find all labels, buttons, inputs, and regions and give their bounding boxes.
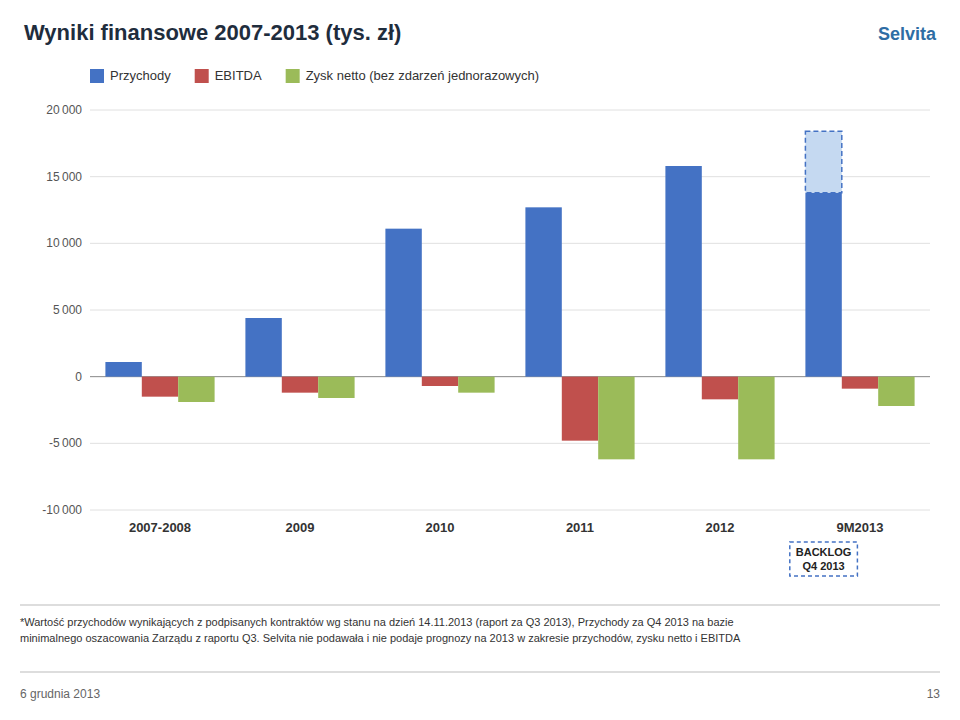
- zero-line: [90, 376, 930, 377]
- bar: [665, 166, 701, 377]
- separator: [20, 605, 940, 606]
- bar: [422, 377, 458, 386]
- separator: [20, 672, 940, 673]
- backlog-bar: [805, 131, 841, 192]
- bars: [105, 131, 914, 459]
- footnote: minimalnego oszacowania Zarządu z raport…: [20, 632, 741, 644]
- bar: [702, 377, 738, 400]
- bar: [282, 377, 318, 393]
- x-tick-label: 2009: [286, 520, 315, 535]
- footer-right: 13: [927, 687, 941, 701]
- grid-line: [90, 510, 930, 511]
- backlog-box: [790, 542, 858, 576]
- bar: [598, 377, 634, 460]
- footer: *Wartość przychodów wynikających z podpi…: [20, 605, 940, 701]
- y-tick-label: 0: [75, 370, 82, 384]
- bar: [178, 377, 214, 402]
- bar: [842, 377, 878, 389]
- grid-line: [90, 243, 930, 244]
- backlog-text-line: BACKLOG: [796, 546, 852, 558]
- x-tick-label: 2007-2008: [129, 520, 191, 535]
- bar: [878, 377, 914, 406]
- bar: [245, 318, 281, 377]
- grid-line: [90, 176, 930, 177]
- bar: [142, 377, 178, 397]
- bar: [805, 193, 841, 377]
- y-tick-label: 10 000: [46, 236, 82, 250]
- legend-swatch: [286, 69, 300, 83]
- bar: [525, 207, 561, 376]
- bar: [458, 377, 494, 393]
- legend-label: EBITDA: [215, 68, 262, 83]
- grid-line: [90, 443, 930, 444]
- x-tick-label: 2011: [566, 520, 594, 535]
- chart: Wyniki finansowe 2007-2013 (tys. zł) Selv…: [0, 0, 960, 720]
- x-tick-label: 2012: [706, 520, 735, 535]
- y-tick-label: 5 000: [53, 303, 82, 317]
- brand: Selvita: [878, 24, 937, 44]
- grid-line: [90, 310, 930, 311]
- y-tick-label: 20 000: [46, 103, 82, 117]
- bar: [562, 377, 598, 441]
- background: [0, 0, 960, 720]
- y-axis: -10 000 -5 000 0 5 000 10 000 15 000 20 000: [42, 103, 930, 517]
- grid-line: [90, 110, 930, 111]
- y-tick-label: -5 000: [49, 436, 82, 450]
- legend-label: Przychody: [110, 68, 171, 83]
- x-tick-label: 9M2013: [837, 520, 884, 535]
- legend-swatch: [90, 69, 104, 83]
- bar: [738, 377, 774, 460]
- y-tick-label: 15 000: [46, 170, 82, 184]
- footnote: *Wartość przychodów wynikających z podpi…: [20, 616, 734, 628]
- bar: [385, 229, 421, 377]
- backlog-text-line: Q4 2013: [802, 560, 844, 572]
- legend-swatch: [195, 69, 209, 83]
- footer-left: 6 grudnia 2013: [20, 687, 100, 701]
- legend-label: Zysk netto (bez zdarzeń jednorazowych): [306, 68, 539, 83]
- title: Wyniki finansowe 2007-2013 (tys. zł): [24, 20, 401, 45]
- x-axis: 2007-2008 2009 2010 2011 2012 9M2013: [129, 520, 884, 535]
- y-tick-label: -10 000: [42, 503, 82, 517]
- x-tick-label: 2010: [426, 520, 455, 535]
- bar: [318, 377, 354, 398]
- backlog-text: BACKLOG Q4 2013: [796, 546, 852, 572]
- legend: Przychody EBITDA Zysk netto (bez zdarzeń j…: [90, 68, 539, 83]
- backlog-label: BACKLOG Q4 2013: [790, 542, 858, 576]
- bar: [105, 362, 141, 377]
